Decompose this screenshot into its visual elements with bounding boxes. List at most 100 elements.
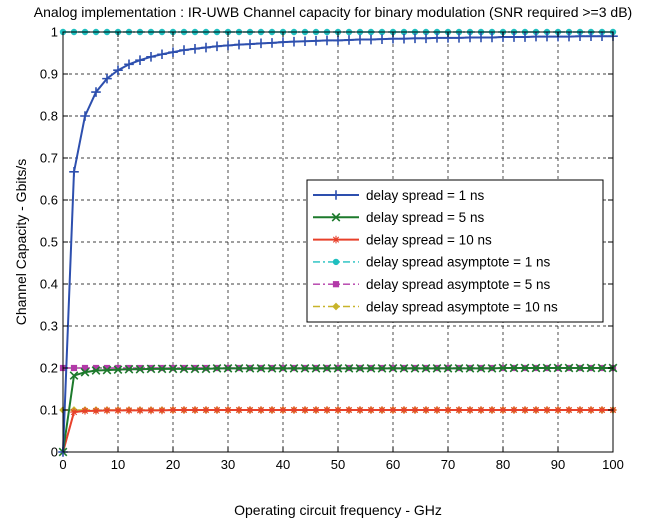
data-point xyxy=(202,406,210,414)
data-point xyxy=(157,49,167,60)
data-point xyxy=(465,364,475,373)
data-point xyxy=(267,364,277,373)
data-point xyxy=(443,364,453,373)
y-tick-label: 0.3 xyxy=(40,319,58,334)
data-point xyxy=(312,406,320,414)
data-point xyxy=(290,406,298,414)
data-point xyxy=(323,406,331,414)
data-point xyxy=(377,364,387,373)
data-point xyxy=(344,35,354,45)
x-axis-label: Operating circuit frequency - GHz xyxy=(234,502,442,518)
legend-label: delay spread asymptote = 1 ns xyxy=(366,255,550,270)
data-point xyxy=(125,406,133,415)
x-tick-label: 0 xyxy=(59,457,66,472)
data-point xyxy=(235,406,243,414)
axes-layer: 0 10 20 30 40 50 60 70 80 90 100 0 0.1 0.2 0.3 0.4 0.5 0.… xyxy=(40,25,624,473)
data-point xyxy=(520,32,530,42)
data-point xyxy=(136,364,144,372)
data-point xyxy=(410,33,420,44)
data-point xyxy=(103,406,111,415)
data-point xyxy=(256,364,266,373)
y-tick-label: 0.5 xyxy=(40,235,58,250)
data-point xyxy=(201,42,211,53)
data-point xyxy=(576,406,584,414)
data-point xyxy=(300,364,310,373)
legend-box xyxy=(306,179,604,323)
data-point xyxy=(136,406,144,415)
data-point xyxy=(311,364,321,373)
data-point xyxy=(333,364,343,373)
y-tick-label: 0.8 xyxy=(40,109,58,124)
data-point xyxy=(465,32,475,43)
data-point xyxy=(289,36,299,47)
data-point xyxy=(444,406,452,414)
data-point xyxy=(388,364,398,373)
data-point xyxy=(179,45,189,55)
data-point xyxy=(355,364,365,373)
legend-label: delay spread = 5 ns xyxy=(366,210,484,225)
legend-marker xyxy=(331,212,341,222)
data-point xyxy=(267,38,277,48)
data-point xyxy=(81,364,89,372)
data-point xyxy=(455,406,463,414)
data-point xyxy=(80,367,90,377)
data-point xyxy=(377,34,387,44)
data-point xyxy=(234,364,244,373)
data-point xyxy=(433,406,441,414)
x-tick-label: 10 xyxy=(111,457,125,472)
legend-entry: delay spread asymptote = 1 ns xyxy=(313,255,550,270)
legend-label: delay spread = 1 ns xyxy=(366,188,484,203)
data-point xyxy=(367,406,375,414)
data-point xyxy=(564,363,574,373)
data-point xyxy=(124,59,134,70)
legend-entry: delay spread = 5 ns xyxy=(313,210,484,225)
data-point xyxy=(245,364,255,373)
data-point xyxy=(168,47,178,57)
data-point xyxy=(190,364,200,374)
data-point xyxy=(466,406,474,414)
legend-entry: delay spread asymptote = 10 ns xyxy=(313,299,558,314)
data-point xyxy=(212,41,222,52)
data-point xyxy=(586,31,596,41)
y-tick-label: 0.9 xyxy=(40,67,58,82)
data-point xyxy=(399,33,409,44)
data-point xyxy=(91,366,101,375)
data-point xyxy=(212,364,222,373)
data-point xyxy=(422,406,430,414)
data-point xyxy=(289,364,299,373)
y-tick-label: 0 xyxy=(51,445,58,460)
data-point xyxy=(169,406,177,414)
x-tick-label: 30 xyxy=(221,457,235,472)
data-point xyxy=(389,406,397,414)
data-point xyxy=(102,73,112,84)
data-point xyxy=(366,364,376,373)
data-point xyxy=(510,406,518,414)
data-point xyxy=(564,31,574,42)
data-point xyxy=(146,364,156,374)
data-point xyxy=(498,363,508,373)
data-point xyxy=(278,37,288,47)
series-3 xyxy=(59,406,617,456)
data-point xyxy=(311,36,321,46)
data-point xyxy=(487,32,497,43)
data-point xyxy=(454,364,464,373)
data-point xyxy=(334,406,342,414)
x-tick-label: 100 xyxy=(602,457,624,472)
legend-label: delay spread asymptote = 5 ns xyxy=(366,277,550,292)
data-point xyxy=(70,364,78,372)
chart-title: Analog implementation : IR-UWB Channel c… xyxy=(34,4,632,20)
data-point xyxy=(477,406,485,414)
data-point xyxy=(421,33,431,44)
legend-entry: delay spread asymptote = 5 ns xyxy=(313,277,550,292)
data-point xyxy=(168,364,178,374)
data-point xyxy=(531,31,541,42)
x-tick-label: 60 xyxy=(386,457,400,472)
legend-marker xyxy=(332,258,340,266)
data-point xyxy=(454,33,464,43)
data-point xyxy=(125,364,133,372)
data-point xyxy=(542,363,552,373)
data-point xyxy=(598,406,606,414)
data-point xyxy=(246,406,254,414)
y-tick-label: 0.2 xyxy=(40,361,58,376)
